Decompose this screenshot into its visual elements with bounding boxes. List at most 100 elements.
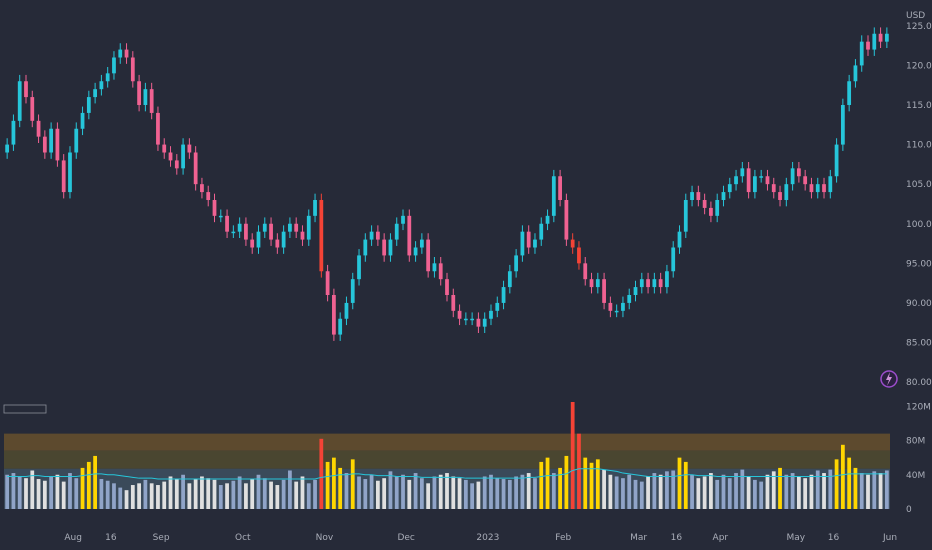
indicator-legend-box[interactable] [3,404,47,414]
volume-bar [193,479,198,509]
volume-bar [375,480,380,509]
volume-bar [520,474,525,509]
candle [608,296,613,318]
candle [840,98,845,151]
volume-bar [93,455,97,509]
candle [558,169,562,207]
candle [288,217,292,238]
volume-bar [181,474,185,509]
price-axis-ticks[interactable]: 125.00 120.00 115.00 110.00 105.00 100.00 95.0… [906,22,932,388]
volume-tick-label: 80M [906,437,925,447]
volume-bar [174,479,179,509]
candle [49,122,54,159]
volume-bar [803,478,808,509]
volume-axis-ticks[interactable]: 120M 80M 40M 0 [906,402,931,515]
volume-bar [401,474,405,509]
candle [866,35,870,56]
volume-bar [614,476,619,509]
volume-bar [143,479,148,509]
candle [803,169,808,191]
volume-bar [690,474,694,509]
candle [244,217,248,246]
volume-bar [652,473,657,509]
candle [671,241,676,278]
candle [357,249,361,286]
candle [595,272,600,294]
volume-bar [36,479,41,509]
candle [847,74,852,112]
volume-bar [407,479,412,509]
candle [401,209,405,231]
price-tick-label: 95.00 [906,259,932,269]
volume-bar [262,478,267,509]
candle [24,74,28,104]
volume-bar [250,479,255,509]
volume-bar [225,483,229,509]
volume-bar [545,457,550,509]
volume-bar [5,474,10,509]
volume-bar [734,473,738,509]
candle [193,146,198,191]
candle [721,185,726,207]
candle [633,280,638,302]
candle [124,43,129,64]
volume-bar [482,476,487,509]
volume-bar [828,469,833,509]
price-tick-label: 90.00 [906,299,932,309]
volume-bar [840,444,845,509]
candle [162,138,167,159]
candle [206,185,211,207]
candle [86,90,91,120]
candle [639,272,644,294]
volume-bar [80,467,85,509]
candle [658,272,663,294]
candle [457,304,462,326]
candle [740,162,745,183]
candle [149,82,154,120]
candle [212,193,217,223]
volume-bar [790,473,795,509]
volume-bar [859,473,864,509]
volume-bar [476,481,481,509]
candle [545,209,550,231]
volume-bar [212,479,217,509]
volume-bar [206,478,211,509]
volume-bar [602,469,606,509]
candle [797,162,801,183]
price-tick-label: 115.00 [906,101,932,111]
candle [878,27,883,48]
price-tick-label: 80.00 [906,378,932,388]
time-tick-label: 16 [671,533,683,543]
volume-bar [445,473,449,509]
candle [677,225,682,254]
volume-bar [17,476,22,509]
volume-bar [577,433,581,509]
volume-bar [727,478,732,509]
volume-bar [658,474,663,509]
time-axis-ticks[interactable]: Aug 16 Sep Oct Nov Dec 2023 Feb Mar 16 Apr May 16 Jun [64,533,897,543]
candle [564,193,569,246]
candle [614,304,619,318]
time-tick-label: Sep [153,533,170,543]
candle [275,233,280,254]
candle [828,169,833,199]
lightning-icon[interactable] [880,370,898,388]
volume-bar [149,483,154,509]
volume-bar [49,476,54,509]
volume-bar [275,485,280,509]
candle [350,272,355,310]
candle [507,264,512,294]
candle [30,90,35,128]
candle [539,217,544,246]
candle [746,162,751,199]
volume-bar [746,476,751,509]
volume-bar [822,473,826,509]
candle [432,257,437,278]
price-axis-currency: USD [906,11,925,21]
candle [5,138,10,159]
candle [118,43,123,64]
volume-bar [646,476,650,509]
volume-bar [388,471,393,509]
volume-bar [551,473,556,509]
